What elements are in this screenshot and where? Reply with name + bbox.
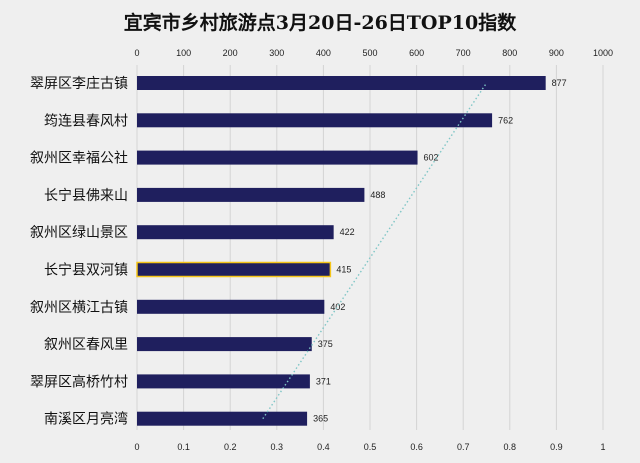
bottom-axis-tick-label: 0.6 — [410, 442, 423, 452]
bar — [137, 187, 365, 202]
category-label: 翠屏区高桥竹村 — [30, 373, 128, 390]
category-label: 翠屏区李庄古镇 — [30, 75, 128, 92]
bottom-axis-tick-label: 1 — [600, 442, 605, 452]
category-label: 叙州区春风里 — [44, 336, 128, 353]
bar — [137, 299, 325, 314]
top-axis-tick-label: 0 — [134, 48, 139, 58]
top-axis-tick-label: 600 — [409, 48, 424, 58]
top-axis-tick-label: 500 — [362, 48, 377, 58]
value-label: 602 — [424, 153, 439, 163]
category-label: 南溪区月亮湾 — [44, 411, 128, 428]
top-axis-tick-label: 400 — [316, 48, 331, 58]
bar — [137, 76, 546, 90]
bottom-axis-tick-label: 0.3 — [271, 442, 284, 452]
trend-line — [262, 82, 488, 420]
bottom-axis-tick-label: 0.7 — [457, 442, 470, 452]
top-axis-tick-label: 800 — [502, 48, 517, 58]
category-label: 叙州区绿山景区 — [30, 224, 128, 241]
top-axis-tick-label: 100 — [176, 48, 191, 58]
bottom-axis-tick-label: 0.8 — [504, 442, 517, 452]
bottom-axis-tick-label: 0 — [134, 442, 139, 452]
top-axis-tick-label: 300 — [269, 48, 284, 58]
bar — [137, 337, 312, 352]
value-label: 488 — [370, 190, 385, 200]
bar — [137, 113, 493, 128]
bar — [137, 150, 418, 165]
top-axis-tick-label: 1000 — [593, 48, 613, 58]
bottom-axis-tick-label: 0.4 — [317, 442, 330, 452]
value-label: 422 — [340, 227, 355, 237]
bottom-axis-tick-label: 0.2 — [224, 442, 237, 452]
bar — [137, 374, 310, 389]
value-label: 375 — [318, 339, 333, 349]
value-label: 365 — [313, 414, 328, 424]
bar — [137, 225, 334, 240]
bottom-axis-tick-label: 0.1 — [177, 442, 190, 452]
bar — [137, 411, 308, 426]
value-label: 402 — [330, 302, 345, 312]
top-axis-tick-label: 900 — [549, 48, 564, 58]
category-label: 叙州区幸福公社 — [30, 150, 128, 167]
value-label: 877 — [552, 78, 567, 88]
bar — [136, 261, 332, 278]
top-axis-tick-label: 200 — [223, 48, 238, 58]
top-axis-tick-label: 700 — [456, 48, 471, 58]
value-label: 371 — [316, 376, 331, 386]
value-label: 762 — [498, 115, 513, 125]
bottom-axis-tick-label: 0.9 — [550, 442, 563, 452]
bottom-axis-tick-label: 0.5 — [364, 442, 377, 452]
category-label: 长宁县双河镇 — [44, 262, 128, 279]
category-label: 叙州区横江古镇 — [30, 299, 128, 316]
category-label: 长宁县佛来山 — [44, 187, 128, 204]
value-label: 415 — [336, 265, 351, 275]
category-label: 筠连县春风村 — [44, 112, 128, 129]
chart-title: 宜宾市乡村旅游点3月20日-26日TOP10指数 — [123, 12, 517, 34]
